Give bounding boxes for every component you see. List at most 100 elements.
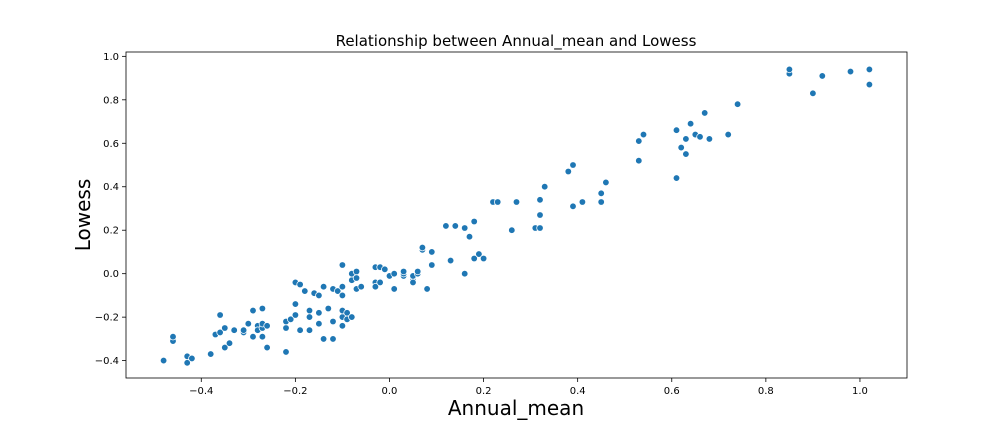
data-point (244, 320, 252, 328)
y-axis-label: Lowess (71, 179, 95, 252)
data-point (207, 350, 215, 358)
x-tick-label: 0.2 (476, 386, 492, 397)
y-tick-label: −0.2 (95, 313, 119, 324)
data-point (348, 313, 356, 321)
x-tick-label: 0.4 (570, 386, 586, 397)
data-point (225, 339, 234, 347)
data-point (352, 274, 361, 282)
x-tick-label: 1.0 (852, 386, 868, 397)
data-point (705, 135, 714, 143)
x-tick-label: 0.6 (664, 386, 680, 397)
data-point (597, 189, 605, 197)
data-point (672, 174, 681, 182)
y-tick-label: 1.0 (103, 52, 119, 63)
data-point (334, 287, 342, 295)
data-point (338, 283, 347, 291)
data-point (296, 326, 304, 334)
data-point (428, 248, 436, 256)
y-axis: −0.4 −0.2 0.0 0.2 0.4 0.6 0.8 1.0 (95, 52, 126, 367)
data-point (508, 226, 516, 234)
data-point (258, 333, 267, 341)
data-point (305, 326, 314, 334)
data-point (282, 348, 290, 356)
data-point (536, 211, 544, 219)
y-tick-label: 0.6 (103, 139, 119, 150)
data-point (159, 356, 168, 365)
plot-area-frame (125, 51, 908, 379)
data-point (461, 224, 469, 232)
data-point (701, 109, 709, 117)
data-point (536, 224, 544, 232)
data-point (301, 287, 309, 295)
data-point (865, 80, 874, 89)
data-point (461, 270, 469, 278)
data-point (785, 65, 794, 74)
x-axis: −0.4 −0.2 0.0 0.2 0.4 0.6 0.8 1.0 (189, 378, 868, 397)
data-point (399, 267, 408, 276)
data-point (263, 343, 271, 352)
y-tick-label: 0.8 (103, 95, 119, 106)
data-point (319, 283, 328, 291)
data-point (315, 320, 323, 328)
data-point (578, 198, 587, 206)
data-point (475, 250, 483, 258)
x-tick-label: −0.4 (189, 386, 213, 397)
data-point (846, 67, 855, 76)
data-point (249, 306, 257, 315)
data-point (338, 291, 347, 300)
data-point (315, 291, 323, 300)
data-point (352, 267, 361, 276)
data-point (338, 322, 347, 330)
data-point (512, 198, 521, 206)
data-point (329, 317, 337, 326)
data-point (602, 178, 610, 187)
y-tick-label: −0.4 (95, 356, 119, 367)
data-point (188, 354, 196, 363)
data-point (249, 333, 257, 341)
y-tick-label: 0.2 (103, 226, 119, 237)
data-point (818, 72, 826, 80)
data-point (324, 304, 332, 313)
data-point (686, 120, 695, 128)
data-point (338, 261, 347, 269)
y-tick-label: 0.0 (103, 269, 119, 280)
data-point (442, 222, 450, 230)
data-point (809, 89, 817, 97)
data-point (865, 65, 874, 74)
data-point (696, 133, 704, 141)
data-point (470, 217, 478, 226)
data-point (569, 161, 577, 169)
data-point (569, 202, 577, 210)
data-point (682, 135, 690, 143)
data-point (390, 285, 398, 293)
data-point (390, 270, 398, 278)
data-point (635, 137, 643, 145)
data-point (564, 167, 572, 176)
data-point (216, 311, 224, 319)
data-point (409, 278, 417, 287)
data-point (536, 196, 544, 204)
data-point (494, 198, 502, 206)
x-axis-label: Annual_mean (448, 396, 584, 420)
data-point (296, 280, 304, 289)
chart-title: Relationship between Annual_mean and Low… (336, 32, 697, 51)
data-point (305, 306, 314, 315)
x-tick-label: 0.0 (382, 386, 398, 397)
data-point (371, 283, 380, 291)
data-point (381, 265, 389, 273)
data-point (282, 324, 290, 332)
points-layer (159, 65, 874, 367)
data-point (169, 333, 177, 341)
data-point (376, 278, 384, 287)
data-point (541, 183, 549, 191)
x-tick-label: −0.2 (283, 386, 307, 397)
data-point (597, 198, 605, 206)
data-point (423, 285, 431, 293)
data-point (291, 311, 300, 319)
data-point (221, 343, 229, 352)
data-point (221, 324, 229, 332)
data-point (451, 222, 459, 230)
data-point (414, 267, 422, 276)
data-point (682, 150, 690, 158)
